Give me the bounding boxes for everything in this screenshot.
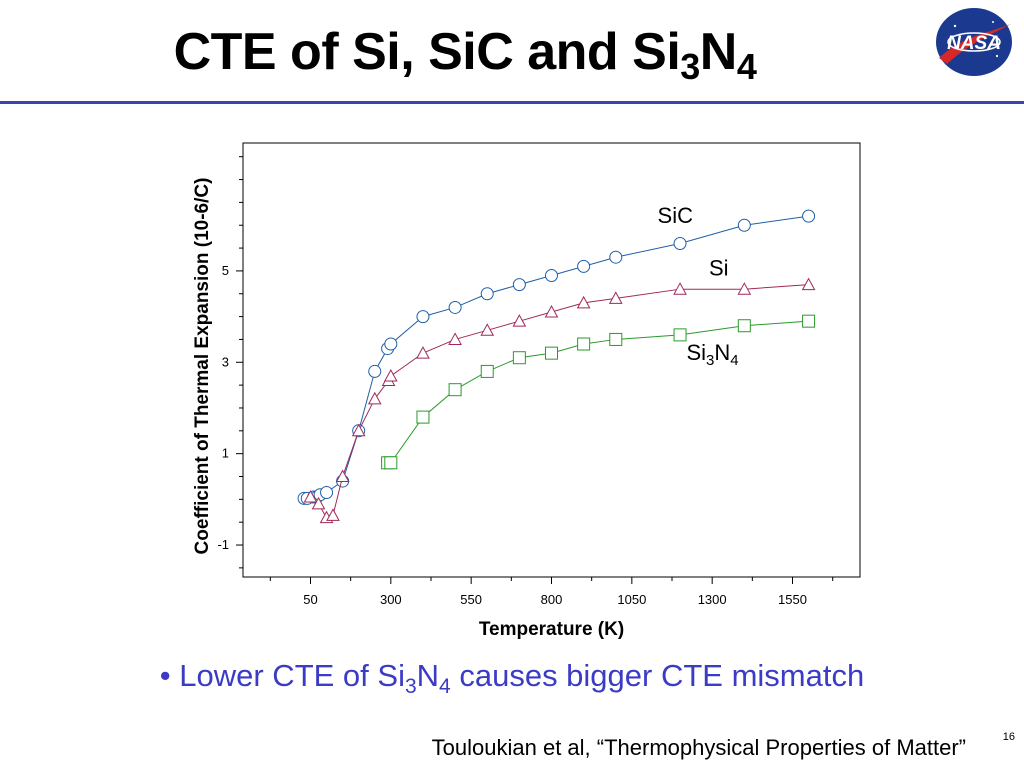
y-tick-label: -1 (217, 537, 229, 552)
data-point (480, 323, 495, 336)
data-point (368, 364, 382, 378)
data-point (545, 346, 558, 360)
series-layer: SiC Si Si3N4 (297, 203, 816, 524)
data-point (335, 469, 350, 482)
title-divider (0, 101, 1024, 104)
series-label: Si (709, 255, 729, 280)
series-label: SiC (658, 203, 694, 228)
data-point (545, 268, 558, 282)
series-2: Si3N4 (381, 314, 816, 470)
data-point (384, 337, 398, 351)
data-point (608, 291, 623, 304)
data-point (383, 368, 398, 382)
series-label: Si3N4 (686, 340, 738, 369)
series-line (310, 284, 809, 519)
data-point (367, 391, 382, 405)
x-tick-label: 1050 (617, 592, 646, 607)
data-point (351, 423, 366, 437)
y-tick-label: 3 (222, 354, 229, 369)
data-point (544, 304, 559, 318)
data-point (416, 346, 430, 359)
data-point (577, 259, 591, 273)
data-point (673, 328, 687, 342)
data-point (448, 300, 462, 314)
bullet-text-post: causes bigger CTE mismatch (450, 658, 865, 693)
y-axis-label: Coefficient of Thermal Expansion (10-6/C… (192, 178, 213, 555)
data-point (384, 456, 398, 470)
data-point (320, 485, 334, 499)
data-point (673, 237, 687, 251)
x-axis-label: Temperature (K) (479, 619, 624, 640)
data-point (303, 490, 318, 503)
data-point (448, 383, 462, 397)
series-line (387, 320, 809, 464)
data-point (609, 250, 623, 264)
page-number: 16 (1002, 731, 1015, 743)
data-point (326, 508, 340, 521)
data-point (416, 410, 430, 424)
bullet-point: • Lower CTE of Si3N4 causes bigger CTE m… (0, 658, 1024, 697)
slide-title-text: CTE of Si, SiC and Si (173, 23, 681, 81)
data-point (802, 209, 816, 223)
bullet-text-pre: Lower CTE of Si (179, 658, 405, 693)
slide-title: CTE of Si, SiC and Si3N4 (0, 22, 930, 85)
data-point (737, 218, 751, 232)
bullet-mid: N (416, 658, 440, 693)
y-tick-label: 1 (222, 446, 229, 461)
data-point (512, 278, 526, 292)
data-point (416, 310, 430, 324)
data-point (311, 496, 326, 510)
data-point (480, 287, 494, 301)
nasa-logo-icon: NASA (936, 8, 1012, 76)
x-tick-label: 550 (460, 592, 482, 607)
data-point (737, 319, 751, 333)
data-point (609, 332, 623, 346)
data-point (512, 351, 526, 365)
source-citation: Touloukian et al, “Thermophysical Proper… (431, 735, 966, 760)
slide-title-sub2: 4 (736, 46, 757, 87)
bullet-sub1: 3 (404, 675, 417, 698)
data-point (577, 337, 591, 351)
data-point (737, 282, 752, 295)
series-1: Si (303, 255, 816, 524)
x-tick-label: 50 (303, 592, 317, 607)
x-tick-label: 300 (380, 592, 402, 607)
bullet-sub2: 4 (439, 675, 451, 698)
data-point (480, 364, 494, 378)
data-point (512, 314, 527, 327)
bullet-dot: • (159, 658, 171, 693)
data-point (801, 277, 816, 291)
y-tick-label: 5 (222, 263, 229, 278)
x-tick-label: 800 (541, 592, 563, 607)
data-point (673, 282, 687, 295)
logo-text: NASA (947, 33, 1001, 54)
x-tick-label: 1300 (698, 592, 727, 607)
data-point (448, 332, 462, 345)
slide-title-sub1: 3 (680, 46, 700, 87)
axis-ticks: 50 300 550 800 1050 1300 1550 -1 1 3 5 (217, 156, 834, 607)
plot-frame (242, 142, 861, 578)
slide-title-mid: N (699, 23, 738, 81)
data-point (576, 295, 591, 309)
data-point (802, 314, 816, 328)
x-tick-label: 1550 (778, 592, 807, 607)
